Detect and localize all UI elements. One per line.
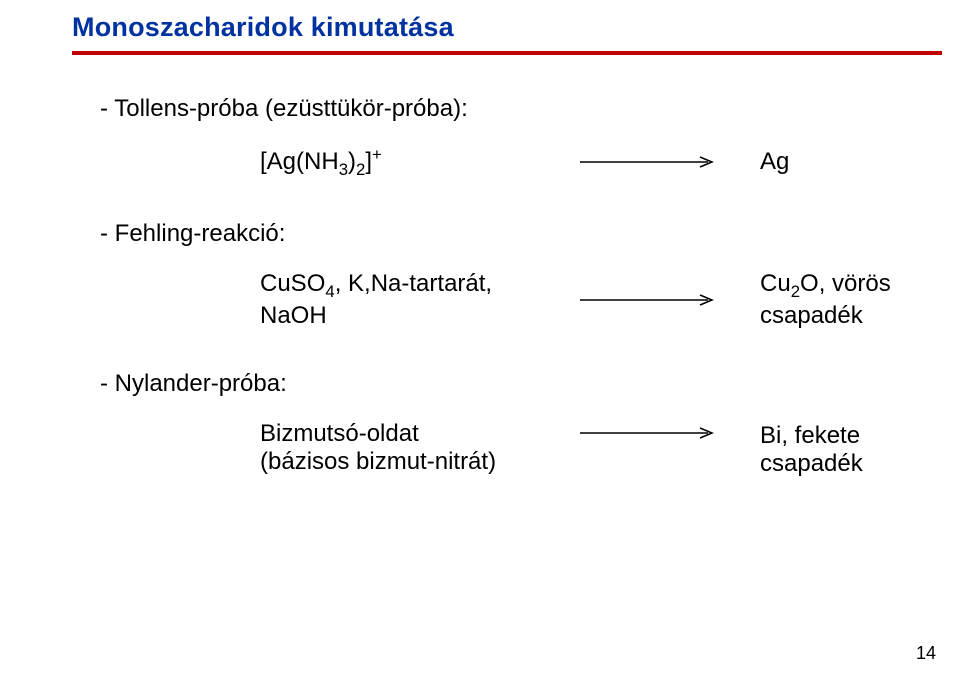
arrow-icon — [580, 155, 720, 169]
bullet-prefix: - — [100, 370, 115, 397]
bullet-tollens: - Tollens-próba (ezüsttükör-próba): — [100, 95, 960, 123]
tollens-right: Ag — [760, 148, 789, 176]
slide-title: Monoszacharidok kimutatása — [72, 12, 960, 43]
section-nylander: - Nylander-próba: Bizmutsó-oldat (báziso… — [100, 370, 960, 478]
fehling-right: Cu2O, vörös csapadék — [760, 270, 960, 330]
tollens-left: [Ag(NH3)2]+ — [260, 145, 540, 180]
arrow-icon — [580, 426, 720, 440]
nylander-right: Bi, fekete csapadék — [760, 422, 960, 478]
bullet-nylander: - Nylander-próba: — [100, 370, 960, 398]
arrow-icon — [580, 293, 720, 307]
slide-header: Monoszacharidok kimutatása — [0, 0, 960, 43]
fehling-left: CuSO4, K,Na-tartarát, NaOH — [260, 270, 540, 330]
section-tollens: - Tollens-próba (ezüsttükör-próba): [Ag(… — [100, 95, 960, 180]
bullet-name: Fehling-reakció: — [115, 220, 286, 247]
bullet-fehling: - Fehling-reakció: — [100, 220, 960, 248]
nylander-left-line1: Bizmutsó-oldat — [260, 420, 540, 448]
bullet-prefix: - — [100, 95, 114, 122]
reaction-nylander: Bizmutsó-oldat (bázisos bizmut-nitrát) B… — [100, 420, 960, 478]
reaction-fehling: CuSO4, K,Na-tartarát, NaOH Cu2O, vörös c… — [100, 270, 960, 330]
reaction-tollens: [Ag(NH3)2]+ Ag — [100, 145, 960, 180]
bullet-name: Nylander-próba: — [115, 370, 287, 397]
section-fehling: - Fehling-reakció: CuSO4, K,Na-tartarát,… — [100, 220, 960, 330]
nylander-left-line2: (bázisos bizmut-nitrát) — [260, 448, 540, 476]
bullet-prefix: - — [100, 220, 115, 247]
slide-container: Monoszacharidok kimutatása - Tollens-pró… — [0, 0, 960, 676]
nylander-left: Bizmutsó-oldat (bázisos bizmut-nitrát) — [260, 420, 540, 476]
slide-body: - Tollens-próba (ezüsttükör-próba): [Ag(… — [0, 55, 960, 478]
bullet-name: Tollens-próba (ezüsttükör-próba): — [114, 95, 468, 122]
page-number: 14 — [916, 643, 936, 664]
